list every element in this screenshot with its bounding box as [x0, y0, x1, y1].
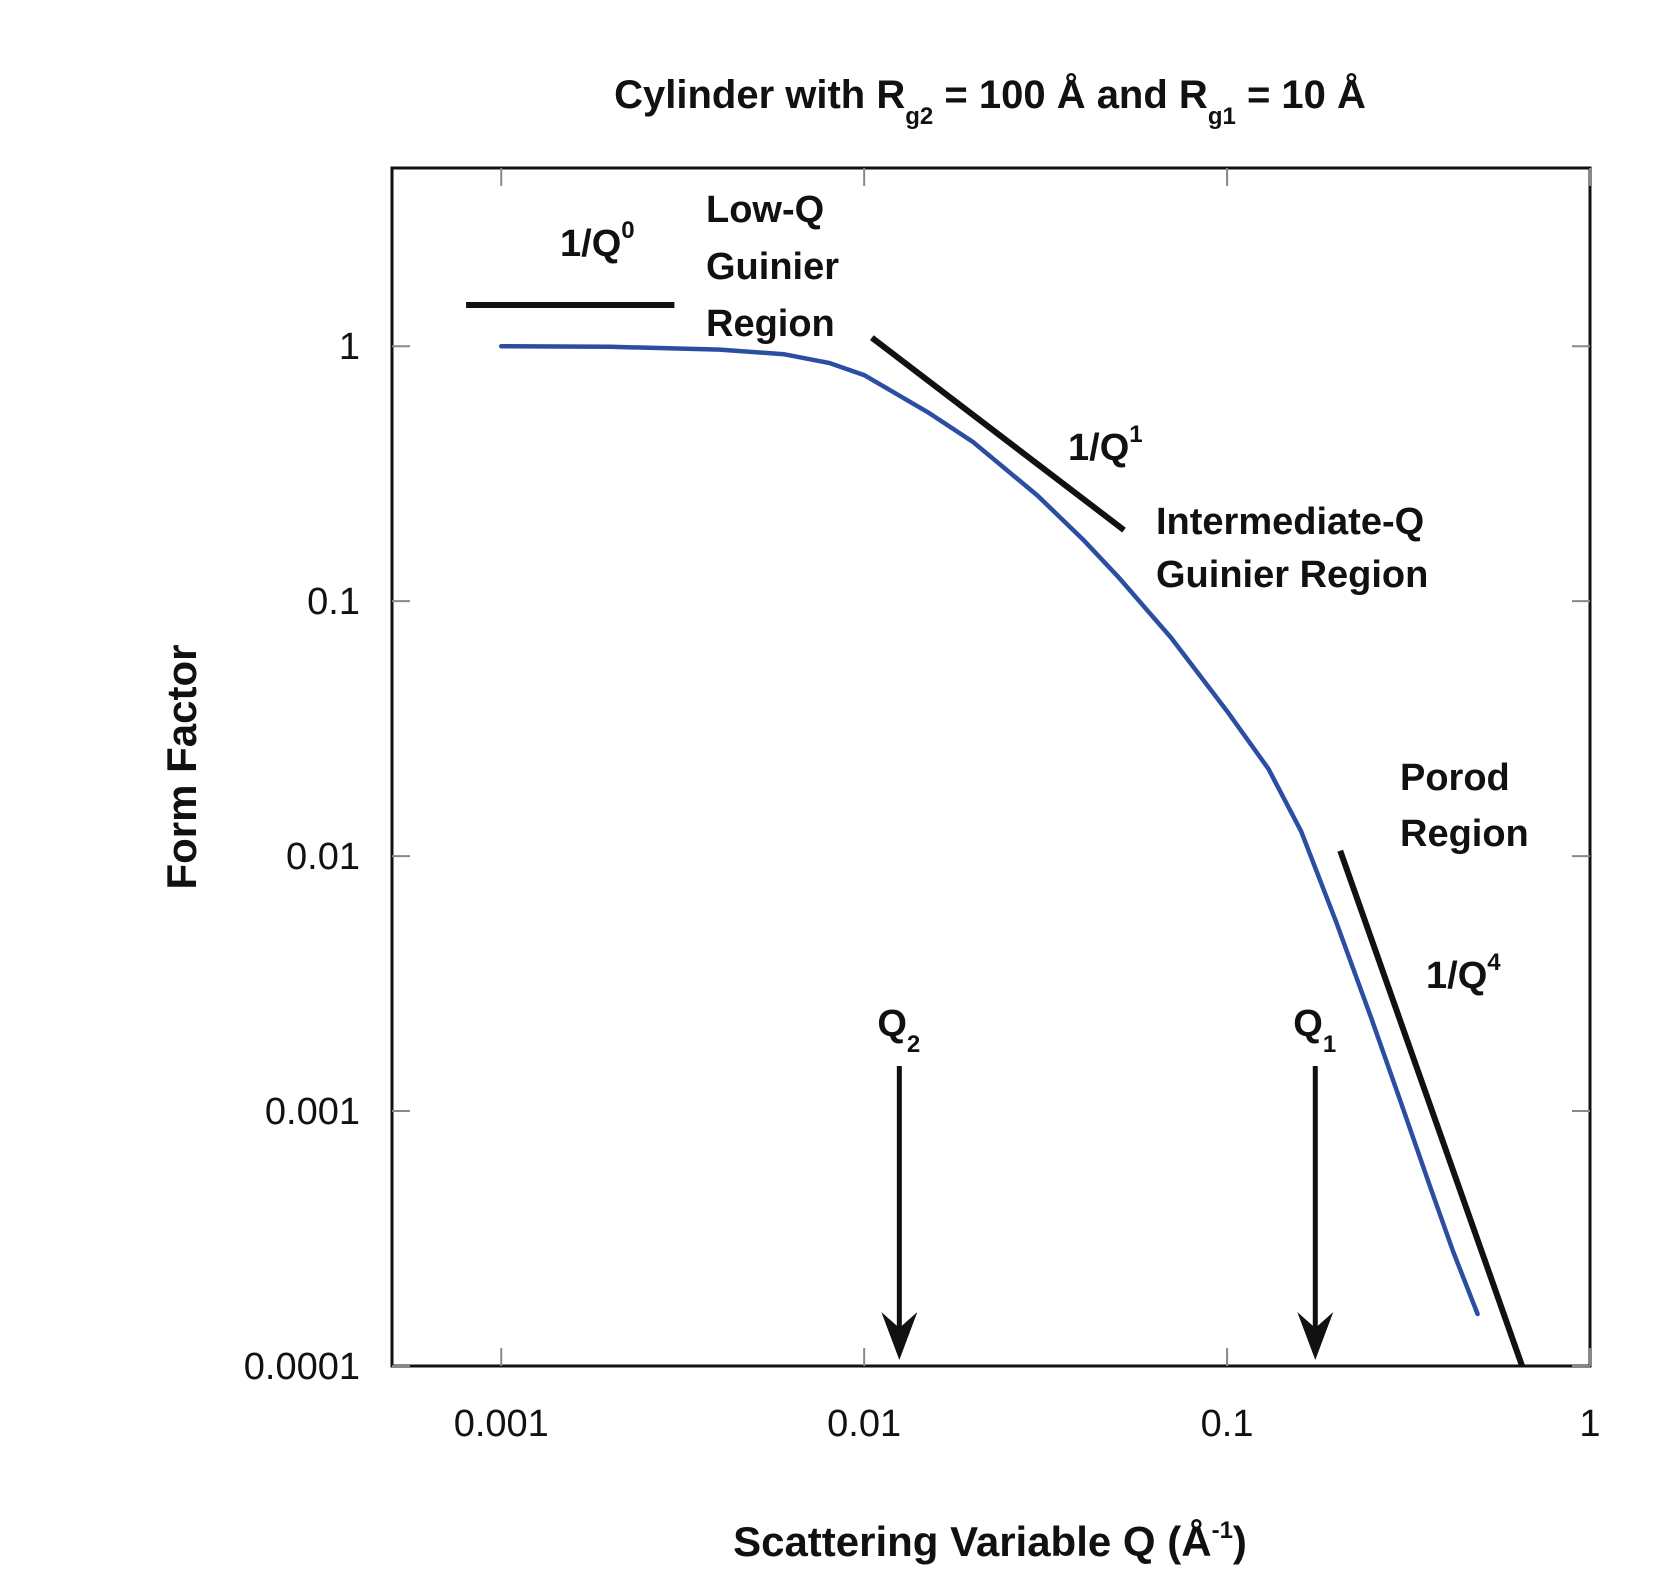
region-label-line: Intermediate-Q	[1156, 501, 1424, 543]
y-tick-label: 0.01	[286, 836, 360, 878]
marker-label-q2: Q2	[877, 1003, 920, 1058]
region-label-line: Region	[1400, 813, 1529, 855]
x-axis-title: Scattering Variable Q (Å-1)	[733, 1517, 1247, 1565]
marker-arrow-head	[1297, 1312, 1334, 1360]
region-label-line: Porod	[1400, 757, 1510, 799]
slope-lines: 1/Q0 1/Q1 1/Q4	[466, 217, 1525, 1367]
slope-line-q1	[870, 335, 1126, 533]
slope-label-q1: 1/Q1	[1068, 421, 1143, 469]
y-tick-label: 0.001	[265, 1091, 360, 1133]
slope-label-q4: 1/Q4	[1426, 949, 1501, 997]
slope-line-q4	[1337, 849, 1525, 1367]
y-tick-label: 0.0001	[244, 1346, 360, 1388]
region-label-line: Low-Q	[706, 189, 824, 231]
y-tick-label: 1	[339, 326, 360, 368]
region-label-line: Region	[706, 303, 835, 345]
marker-arrow-head	[881, 1312, 918, 1360]
region-label-line: Guinier Region	[1156, 554, 1428, 596]
slope-label-q0: 1/Q0	[560, 217, 635, 265]
x-tick-label: 0.1	[1201, 1403, 1254, 1445]
chart-title: Cylinder with Rg2 = 100 Å and Rg1 = 10 Å	[614, 72, 1366, 130]
annotations: Low-Q Guinier Region Intermediate-Q Guinier …	[706, 189, 1529, 855]
marker-label-q1: Q1	[1293, 1003, 1336, 1058]
region-label-line: Guinier	[706, 246, 839, 288]
axis-ticks: 0.001 0.01 0.1 1 1 0.1 0.01 0.001 0.0001	[244, 168, 1601, 1445]
x-tick-label: 0.01	[827, 1403, 901, 1445]
form-factor-curve	[498, 343, 1480, 1317]
y-tick-label: 0.1	[307, 581, 360, 623]
x-tick-label: 1	[1579, 1403, 1600, 1445]
plot-frame	[390, 166, 1592, 1368]
x-tick-label: 0.001	[454, 1403, 549, 1445]
y-axis-title: Form Factor	[158, 644, 205, 889]
q-markers: Q2 Q1	[877, 1003, 1336, 1360]
